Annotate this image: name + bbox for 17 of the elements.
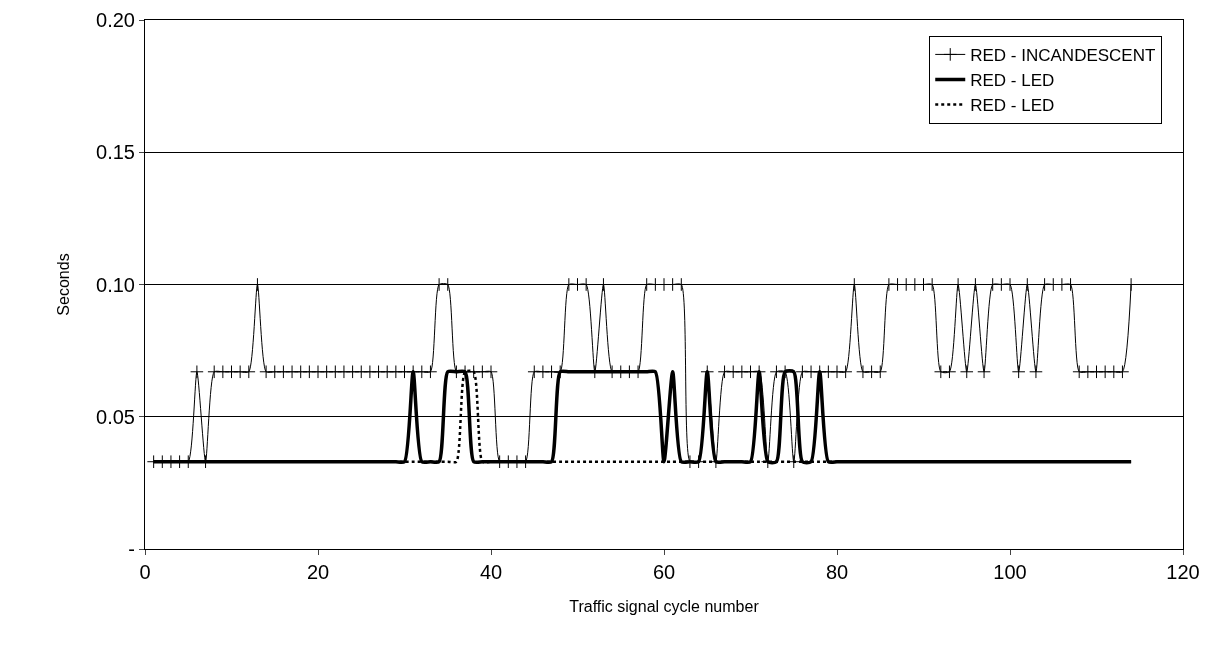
legend-label: RED - LED <box>970 96 1055 116</box>
x-tick-label: 80 <box>825 561 849 583</box>
x-tick-label: 60 <box>652 561 676 583</box>
x-tick-label: 0 <box>139 561 151 583</box>
y-tick-label: 0.05 <box>96 405 135 428</box>
legend-label: RED - INCANDESCENT <box>970 46 1156 66</box>
x-tick-label: 100 <box>993 561 1027 583</box>
y-tick-label: 0.15 <box>96 141 135 164</box>
y-tick-label: - <box>128 538 135 560</box>
y-tick-label: 0.20 <box>96 9 135 31</box>
x-tick-label: 20 <box>306 561 330 583</box>
legend-label: RED - LED <box>970 71 1055 91</box>
x-tick-label: 120 <box>1166 561 1200 583</box>
x-tick-label: 40 <box>479 561 503 583</box>
y-tick-label: 0.10 <box>96 273 135 296</box>
y-axis-title: Seconds <box>54 253 72 316</box>
x-axis-title: Traffic signal cycle number <box>569 597 760 615</box>
